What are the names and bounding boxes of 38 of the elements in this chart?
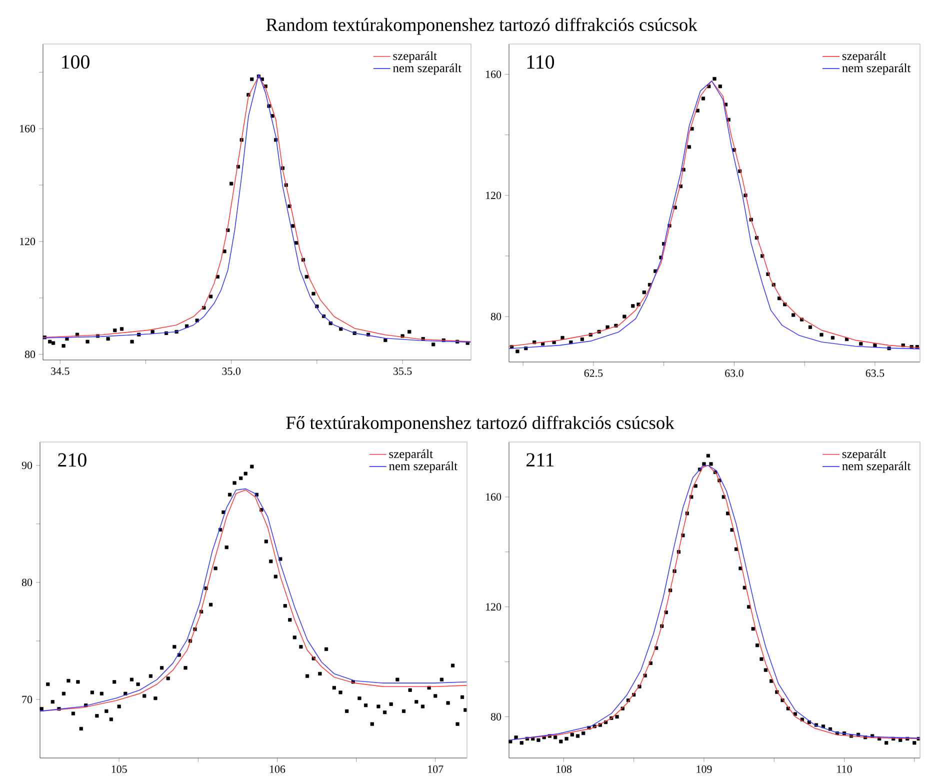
legend-label: szeparált bbox=[842, 51, 886, 63]
y-tick-label: 160 bbox=[486, 70, 502, 78]
legend-label: szeparált bbox=[389, 449, 433, 461]
x-tick-label: 107 bbox=[428, 766, 444, 773]
annotation: 211 bbox=[526, 453, 554, 466]
x-tick-label: 62.5 bbox=[584, 370, 603, 377]
annotation: 110 bbox=[527, 55, 554, 69]
y-tick-label: 120 bbox=[486, 192, 502, 200]
y-tick-label: 120 bbox=[486, 603, 502, 611]
x-tick-label: 34.5 bbox=[51, 368, 70, 375]
legend-label: nem szeparált bbox=[389, 461, 458, 473]
legend-label: nem szeparált bbox=[393, 63, 462, 75]
y-tick-label: 90 bbox=[22, 462, 32, 470]
x-tick-label: 35.5 bbox=[393, 368, 412, 375]
legend-label: szeparált bbox=[393, 51, 437, 63]
legend-label: nem szeparált bbox=[842, 63, 911, 75]
x-tick-label: 110 bbox=[837, 766, 852, 773]
y-tick-label: 80 bbox=[24, 350, 36, 358]
x-tick-label: 108 bbox=[556, 766, 572, 773]
x-tick-label: 63.5 bbox=[866, 370, 884, 377]
x-tick-label: 109 bbox=[696, 766, 712, 773]
x-tick-label: 106 bbox=[270, 766, 286, 773]
y-tick-label: 80 bbox=[490, 713, 502, 720]
chart-title: Fő textúrakomponenshez tartozó diffrakciós csúcsok bbox=[286, 416, 674, 433]
legend-label: szeparált bbox=[842, 449, 886, 461]
annotation: 210 bbox=[58, 453, 86, 467]
y-tick-label: 80 bbox=[490, 312, 502, 320]
y-tick-label: 70 bbox=[22, 696, 32, 704]
x-tick-label: 105 bbox=[112, 766, 127, 773]
chart-title: Random textúrakomponenshez tartozó diffrakciós csúcsok bbox=[266, 18, 698, 35]
y-tick-label: 80 bbox=[22, 578, 32, 586]
x-tick-label: 63.0 bbox=[725, 370, 744, 377]
y-tick-label: 160 bbox=[20, 124, 36, 132]
annotation: 100 bbox=[62, 55, 90, 69]
x-tick-label: 35.0 bbox=[222, 368, 240, 375]
legend-label: nem szeparált bbox=[842, 461, 911, 473]
y-tick-label: 120 bbox=[20, 238, 36, 246]
y-tick-label: 160 bbox=[486, 493, 502, 501]
